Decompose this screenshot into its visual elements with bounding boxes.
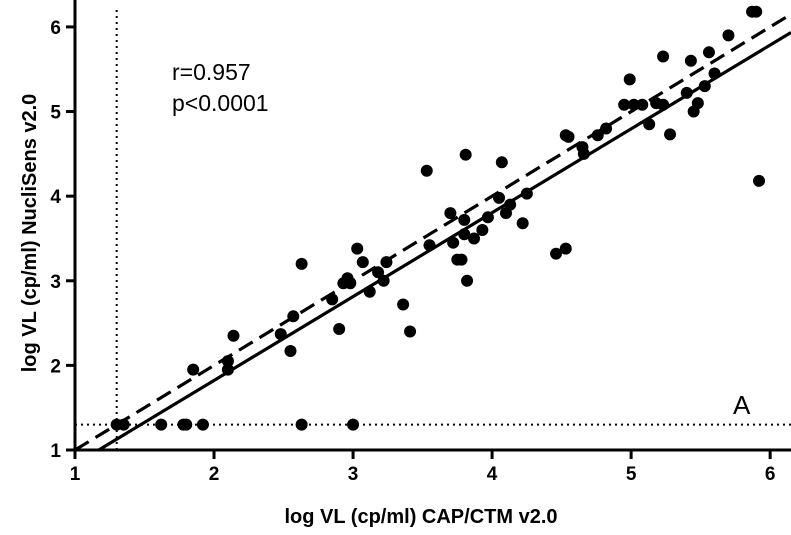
data-point	[221, 363, 234, 376]
data-point	[591, 129, 604, 142]
data-point	[618, 98, 631, 111]
data-point	[691, 97, 704, 110]
axis-ticks: 1 2 3 4 5 6 1 2 3 4 5 6	[50, 18, 775, 485]
y-tick-label: 3	[50, 272, 61, 293]
data-point	[326, 293, 339, 306]
x-tick-label: 3	[348, 464, 359, 485]
y-tick-label: 1	[50, 441, 61, 462]
data-point	[351, 242, 364, 255]
data-point	[562, 130, 575, 143]
data-point	[295, 257, 308, 270]
data-point	[344, 277, 357, 290]
data-point	[657, 98, 670, 111]
data-point	[627, 98, 640, 111]
data-point	[196, 418, 209, 431]
annotation-p: p<0.0001	[172, 90, 269, 116]
data-point	[227, 329, 240, 342]
data-point	[372, 266, 385, 279]
data-point	[459, 148, 472, 161]
data-point	[493, 191, 506, 204]
y-tick-label: 6	[50, 18, 61, 39]
y-tick-label: 4	[50, 187, 61, 208]
data-point	[458, 228, 471, 241]
x-axis-title: log VL (cp/ml) CAP/CTM v2.0	[285, 506, 558, 528]
data-point	[468, 232, 481, 245]
x-tick-label: 6	[765, 464, 776, 485]
data-point	[187, 363, 200, 376]
data-point	[274, 328, 287, 341]
data-point	[333, 323, 346, 335]
data-point	[643, 118, 656, 131]
annotation-r: r=0.957	[172, 59, 251, 85]
data-point	[623, 73, 636, 86]
data-point	[684, 54, 697, 67]
data-point	[750, 5, 763, 18]
data-point	[117, 418, 130, 431]
data-point	[577, 147, 590, 160]
data-point	[636, 98, 649, 111]
y-tick-label: 5	[50, 103, 61, 124]
data-point	[664, 128, 677, 141]
data-point	[702, 46, 715, 59]
data-points	[110, 5, 766, 431]
data-point	[356, 256, 369, 269]
x-tick-label: 5	[626, 464, 637, 485]
data-point	[520, 187, 533, 200]
reference-lines	[75, 10, 791, 450]
regression-line	[97, 31, 791, 452]
data-point	[516, 217, 529, 230]
data-point	[461, 274, 474, 287]
data-point	[495, 156, 508, 169]
data-point	[550, 247, 563, 260]
data-point	[698, 80, 711, 93]
data-point	[455, 253, 468, 266]
data-point	[481, 211, 494, 224]
data-point	[722, 29, 735, 42]
data-point	[657, 50, 670, 63]
identity-dashed-line	[74, 12, 791, 452]
data-point	[295, 418, 308, 431]
data-point	[753, 174, 766, 187]
data-point	[504, 198, 517, 211]
data-point	[284, 345, 297, 357]
y-axis-title: log VL (cp/ml) NucliSens v2.0	[19, 94, 41, 373]
data-point	[287, 310, 300, 323]
data-point	[221, 355, 234, 368]
y-tick-label: 2	[50, 356, 61, 377]
data-point	[397, 298, 410, 311]
data-point	[447, 236, 460, 249]
x-tick-label: 1	[70, 464, 81, 485]
data-point	[423, 239, 436, 252]
axes	[73, 0, 791, 452]
panel-label: A	[733, 390, 751, 420]
data-point	[180, 418, 193, 431]
data-point	[155, 418, 168, 431]
data-point	[680, 86, 693, 99]
x-tick-label: 2	[209, 464, 220, 485]
fit-lines	[74, 12, 791, 452]
data-point	[708, 67, 721, 80]
data-point	[404, 325, 417, 338]
x-tick-label: 4	[487, 464, 498, 485]
data-point	[559, 242, 572, 255]
data-point	[444, 207, 457, 220]
data-point	[377, 274, 390, 287]
data-point	[600, 122, 613, 135]
data-point	[380, 256, 393, 269]
data-point	[420, 164, 433, 177]
data-point	[363, 285, 376, 298]
data-point	[476, 224, 489, 236]
data-point	[458, 213, 471, 226]
data-point	[347, 418, 360, 431]
